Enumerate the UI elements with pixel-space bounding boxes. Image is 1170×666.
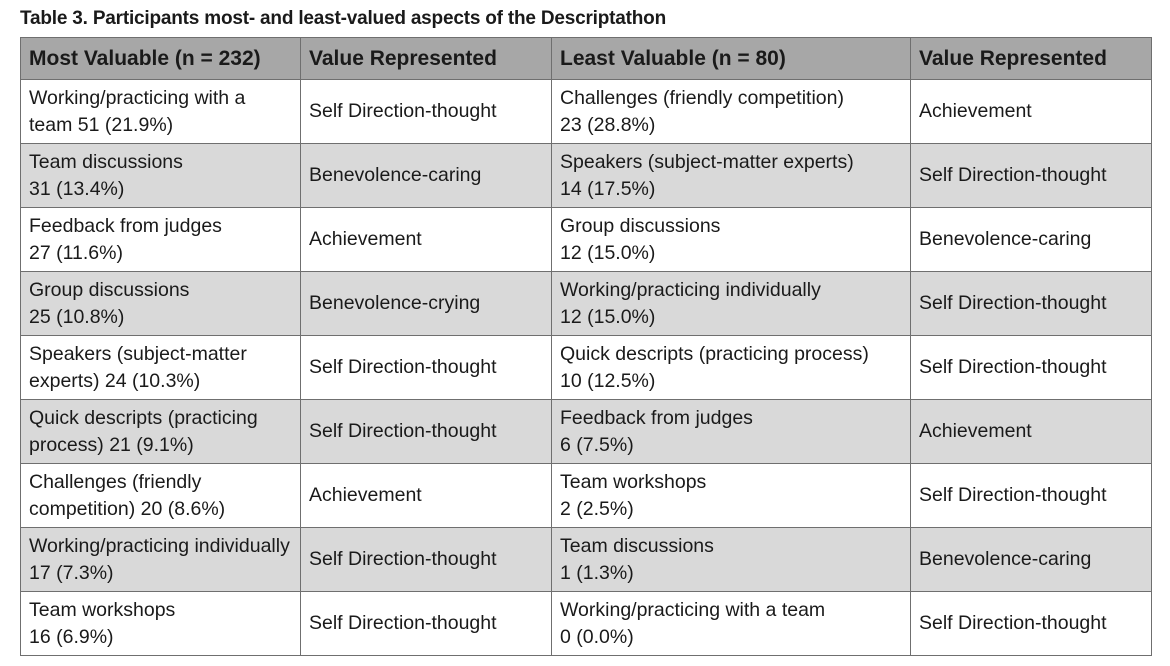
least-valuable-cell: Group discussions 12 (15.0%) [551,207,911,272]
value-represented-cell: Self Direction-thought [910,271,1152,336]
value-represented-cell: Benevolence-crying [300,271,552,336]
header-least-valuable: Least Valuable (n = 80) [551,37,911,80]
table-row: Working/practicing with a team 51 (21.9%… [20,79,1152,144]
value-represented-cell: Achievement [910,399,1152,464]
most-valuable-cell: Feedback from judges 27 (11.6%) [20,207,301,272]
most-valuable-cell: Team workshops 16 (6.9%) [20,591,301,656]
table-row: Working/practicing individually 17 (7.3%… [20,527,1152,592]
value-represented-cell: Achievement [910,79,1152,144]
values-table: Most Valuable (n = 232) Value Represente… [20,37,1152,656]
table-row: Feedback from judges 27 (11.6%) Achieveme… [20,207,1152,272]
header-row: Most Valuable (n = 232) Value Represente… [20,37,1152,80]
value-represented-cell: Achievement [300,463,552,528]
table-caption: Table 3. Participants most- and least-va… [20,8,666,29]
most-valuable-cell: Quick descripts (practicing process) 21 … [20,399,301,464]
value-represented-cell: Self Direction-thought [300,399,552,464]
value-represented-cell: Benevolence-caring [910,207,1152,272]
value-represented-cell: Self Direction-thought [300,527,552,592]
table-row: Group discussions 25 (10.8%) Benevolence-… [20,271,1152,336]
most-valuable-cell: Speakers (subject-matter experts) 24 (10… [20,335,301,400]
table-row: Challenges (friendly competition) 20 (8.… [20,463,1152,528]
least-valuable-cell: Working/practicing with a team 0 (0.0%) [551,591,911,656]
table-row: Team discussions 31 (13.4%) Benevolence-c… [20,143,1152,208]
most-valuable-cell: Working/practicing with a team 51 (21.9%… [20,79,301,144]
table-row: Speakers (subject-matter experts) 24 (10… [20,335,1152,400]
most-valuable-cell: Group discussions 25 (10.8%) [20,271,301,336]
least-valuable-cell: Challenges (friendly competition) 23 (28.… [551,79,911,144]
value-represented-cell: Benevolence-caring [300,143,552,208]
least-valuable-cell: Working/practicing individually 12 (15.0%… [551,271,911,336]
value-represented-cell: Self Direction-thought [910,143,1152,208]
least-valuable-cell: Quick descripts (practicing process) 10 (… [551,335,911,400]
table-row: Quick descripts (practicing process) 21 … [20,399,1152,464]
value-represented-cell: Self Direction-thought [910,463,1152,528]
value-represented-cell: Achievement [300,207,552,272]
table-row: Team workshops 16 (6.9%) Self Direction-t… [20,591,1152,656]
least-valuable-cell: Team workshops 2 (2.5%) [551,463,911,528]
value-represented-cell: Benevolence-caring [910,527,1152,592]
most-valuable-cell: Challenges (friendly competition) 20 (8.… [20,463,301,528]
most-valuable-cell: Team discussions 31 (13.4%) [20,143,301,208]
least-valuable-cell: Feedback from judges 6 (7.5%) [551,399,911,464]
value-represented-cell: Self Direction-thought [910,335,1152,400]
most-valuable-cell: Working/practicing individually 17 (7.3%… [20,527,301,592]
header-value-represented: Value Represented [300,37,552,80]
least-valuable-cell: Team discussions 1 (1.3%) [551,527,911,592]
header-most-valuable: Most Valuable (n = 232) [20,37,301,80]
header-value-represented: Value Represented [910,37,1152,80]
value-represented-cell: Self Direction-thought [300,335,552,400]
value-represented-cell: Self Direction-thought [300,79,552,144]
value-represented-cell: Self Direction-thought [910,591,1152,656]
least-valuable-cell: Speakers (subject-matter experts) 14 (17.… [551,143,911,208]
value-represented-cell: Self Direction-thought [300,591,552,656]
